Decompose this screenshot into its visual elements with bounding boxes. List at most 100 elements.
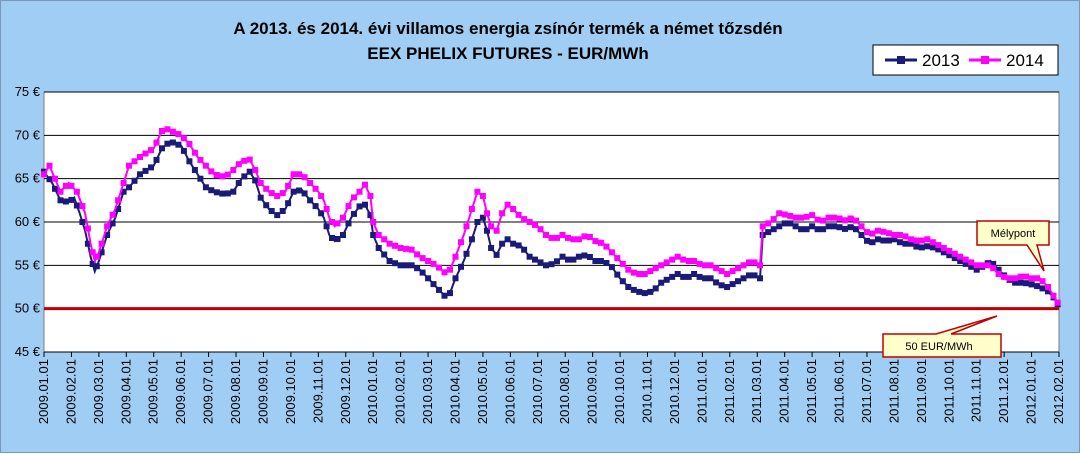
data-point	[79, 219, 86, 225]
data-point	[392, 260, 399, 267]
x-tick-label: 2010.01.01	[365, 359, 380, 424]
y-tick-label: 65 €	[15, 171, 41, 186]
data-point	[597, 239, 604, 246]
x-tick-label: 2010.03.01	[420, 359, 435, 424]
data-point	[929, 244, 936, 251]
data-point	[504, 236, 511, 243]
data-point	[484, 227, 490, 234]
data-point	[951, 255, 958, 262]
data-point	[853, 226, 859, 233]
data-point	[1001, 273, 1008, 280]
data-point	[880, 228, 887, 235]
data-point	[1034, 275, 1041, 282]
data-point	[488, 223, 495, 230]
data-point	[375, 232, 382, 238]
data-point	[820, 217, 827, 224]
data-point	[463, 250, 470, 257]
data-point	[979, 262, 986, 269]
data-point	[918, 237, 925, 244]
data-point	[46, 176, 53, 183]
x-tick-label: 2010.06.01	[502, 359, 517, 424]
data-point	[962, 260, 969, 267]
data-point	[869, 230, 876, 237]
data-point	[126, 184, 132, 191]
data-point	[296, 171, 303, 178]
data-point	[1045, 288, 1051, 295]
data-point	[93, 263, 100, 270]
series-markers-2014	[41, 126, 1061, 306]
data-point	[386, 258, 393, 264]
data-point	[718, 282, 725, 289]
data-point	[696, 273, 703, 280]
data-point	[619, 260, 626, 267]
data-point	[386, 240, 393, 247]
data-point	[104, 232, 111, 238]
data-point	[296, 187, 303, 194]
data-point	[592, 258, 599, 264]
data-point	[230, 188, 237, 195]
data-point	[885, 237, 892, 244]
data-point	[792, 223, 799, 230]
data-point	[208, 168, 215, 175]
data-point	[740, 275, 747, 282]
data-point	[820, 226, 827, 233]
data-point	[814, 226, 821, 233]
x-tick-label: 2011.02.01	[722, 359, 737, 423]
data-point	[323, 206, 330, 212]
x-tick-label: 2009.08.01	[228, 359, 243, 424]
data-point	[691, 258, 698, 264]
data-point	[759, 223, 766, 230]
data-point	[990, 260, 997, 267]
data-point	[787, 212, 794, 219]
callout-50eur-text: 50 EUR/MWh	[905, 341, 972, 353]
x-tick-label: 2011.08.01	[886, 359, 901, 423]
data-point	[548, 234, 555, 241]
data-point	[52, 185, 58, 192]
y-tick-label: 60 €	[15, 214, 41, 229]
data-point	[504, 201, 511, 208]
data-point	[142, 167, 149, 174]
data-point	[62, 182, 69, 189]
data-point	[148, 147, 154, 154]
data-point	[219, 173, 226, 180]
data-point	[499, 240, 506, 247]
data-point	[159, 128, 165, 134]
data-point	[581, 252, 588, 259]
data-point	[724, 271, 731, 277]
data-point	[153, 156, 160, 163]
data-point	[484, 210, 490, 217]
data-point	[746, 259, 752, 266]
x-tick-label: 2010.12.01	[667, 359, 682, 424]
data-point	[180, 135, 187, 142]
data-point	[115, 197, 122, 204]
data-point	[104, 223, 111, 230]
data-point	[169, 139, 176, 146]
data-point	[425, 258, 432, 264]
data-point	[729, 268, 736, 275]
data-point	[41, 171, 47, 178]
data-point	[93, 253, 100, 260]
x-tick-label: 2012.01.01	[1024, 359, 1039, 424]
data-point	[1006, 275, 1013, 282]
data-point	[842, 217, 848, 224]
data-point	[224, 190, 231, 197]
data-point	[447, 266, 453, 273]
data-point	[307, 197, 314, 204]
x-tick-label: 2009.10.01	[283, 359, 298, 424]
data-point	[1028, 281, 1035, 288]
data-point	[864, 229, 870, 236]
data-point	[836, 224, 843, 231]
data-point	[329, 235, 335, 241]
data-point	[120, 188, 127, 195]
data-point	[891, 236, 898, 243]
data-point	[647, 268, 654, 275]
data-point	[334, 236, 341, 242]
data-point	[312, 185, 319, 192]
data-point	[792, 214, 799, 221]
data-point	[458, 239, 464, 246]
data-point	[381, 251, 388, 258]
data-point	[186, 158, 193, 165]
data-point	[285, 182, 292, 189]
x-tick-label: 2010.02.01	[393, 359, 408, 424]
data-point	[521, 246, 528, 253]
